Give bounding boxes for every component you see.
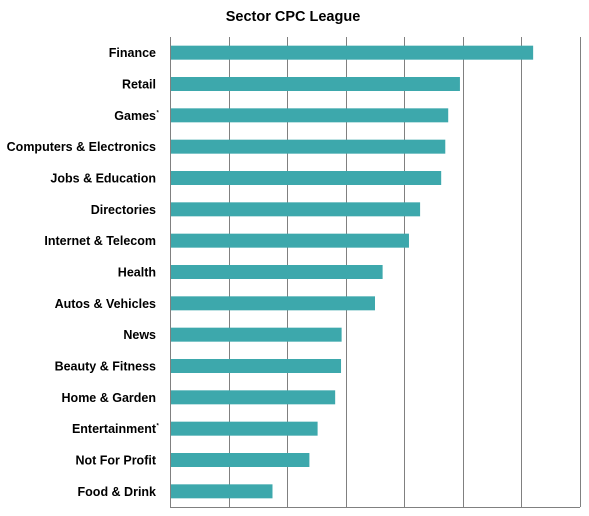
- chart-title: Sector CPC League: [226, 9, 361, 25]
- bar: [171, 139, 446, 154]
- bar: [171, 327, 342, 342]
- category-label: Home & Garden: [62, 391, 156, 405]
- category-label: Computers & Electronics: [7, 140, 156, 154]
- bar: [171, 421, 318, 436]
- category-label: Directories: [91, 203, 156, 217]
- bar: [171, 45, 534, 60]
- category-label: Beauty & Fitness: [55, 360, 156, 374]
- category-label: Entertainment: [72, 422, 157, 436]
- category-label: Internet & Telecom: [44, 234, 156, 248]
- bar: [171, 233, 409, 248]
- bar: [171, 108, 449, 123]
- category-label: Retail: [122, 78, 156, 92]
- bar: [171, 359, 342, 373]
- category-label: Finance: [109, 46, 156, 60]
- bar: [171, 202, 421, 217]
- category-label: Health: [118, 266, 156, 280]
- bar: [171, 77, 460, 91]
- category-label: Autos & Vehicles: [55, 297, 156, 311]
- bar: [171, 265, 383, 279]
- bar: [171, 171, 442, 185]
- footnote-marker: *: [157, 424, 160, 430]
- category-label: Games: [114, 109, 156, 123]
- footnote-marker: *: [157, 110, 160, 116]
- category-label: News: [123, 328, 156, 342]
- category-label: Food & Drink: [78, 485, 157, 499]
- bars: [171, 45, 534, 499]
- bar: [171, 296, 375, 311]
- bar: [171, 390, 336, 405]
- category-label: Not For Profit: [75, 454, 156, 468]
- category-label: Jobs & Education: [50, 172, 156, 186]
- bar: [171, 453, 310, 467]
- bar: [171, 484, 273, 499]
